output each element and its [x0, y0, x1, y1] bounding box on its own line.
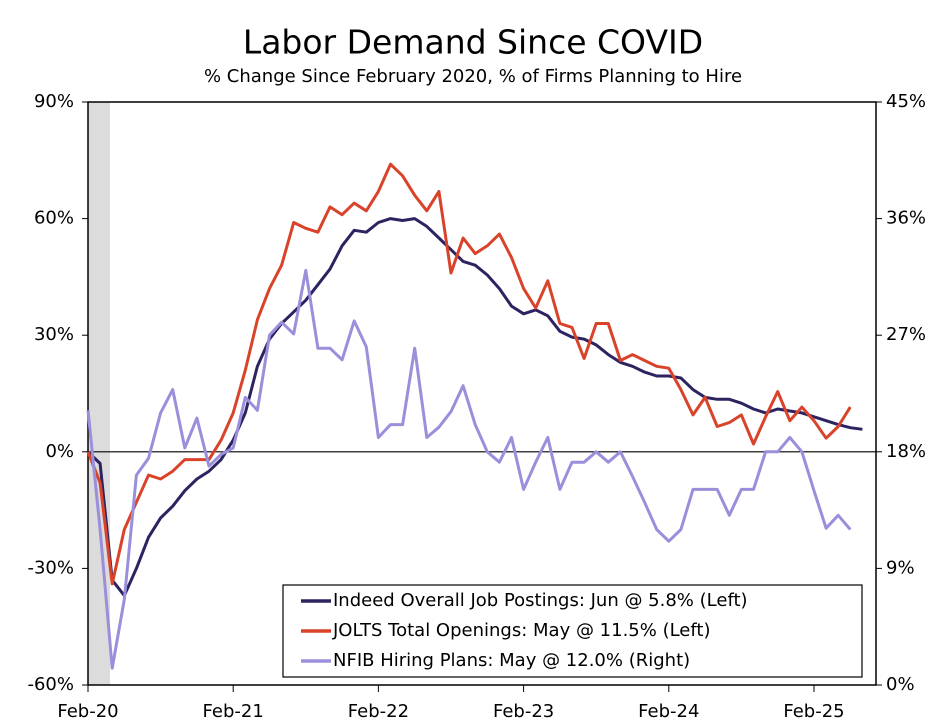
x-tick-label: Feb-25 [783, 701, 844, 722]
x-tick-label: Feb-22 [348, 701, 409, 722]
y-tick-label: -60% [27, 674, 74, 695]
y2-tick-label: 18% [886, 441, 926, 462]
legend-label: Indeed Overall Job Postings: Jun @ 5.8% … [333, 590, 748, 611]
x-tick-label: Feb-20 [57, 701, 118, 722]
legend-box [282, 584, 863, 678]
y-tick-label: -30% [27, 557, 74, 578]
x-tick-label: Feb-24 [638, 701, 699, 722]
y2-tick-label: 36% [886, 208, 926, 229]
y2-tick-label: 9% [886, 557, 915, 578]
y2-tick-label: 45% [886, 91, 926, 112]
y2-tick-label: 27% [886, 324, 926, 345]
y-tick-label: 0% [45, 441, 74, 462]
y-tick-label: 90% [34, 91, 74, 112]
legend-label: JOLTS Total Openings: May @ 11.5% (Left) [332, 620, 710, 641]
chart-subtitle: % Change Since February 2020, % of Firms… [204, 66, 742, 87]
series-line [86, 268, 852, 670]
series-line [86, 217, 863, 598]
x-tick-label: Feb-21 [203, 701, 264, 722]
legend-label: NFIB Hiring Plans: May @ 12.0% (Right) [333, 650, 690, 671]
series-line [86, 162, 852, 586]
recession-shade [88, 102, 110, 685]
y-tick-label: 30% [34, 324, 74, 345]
chart-title: Labor Demand Since COVID [243, 23, 703, 62]
x-tick-label: Feb-23 [493, 701, 554, 722]
y-tick-label: 60% [34, 208, 74, 229]
plot-frame [87, 101, 877, 686]
y2-tick-label: 0% [886, 674, 915, 695]
